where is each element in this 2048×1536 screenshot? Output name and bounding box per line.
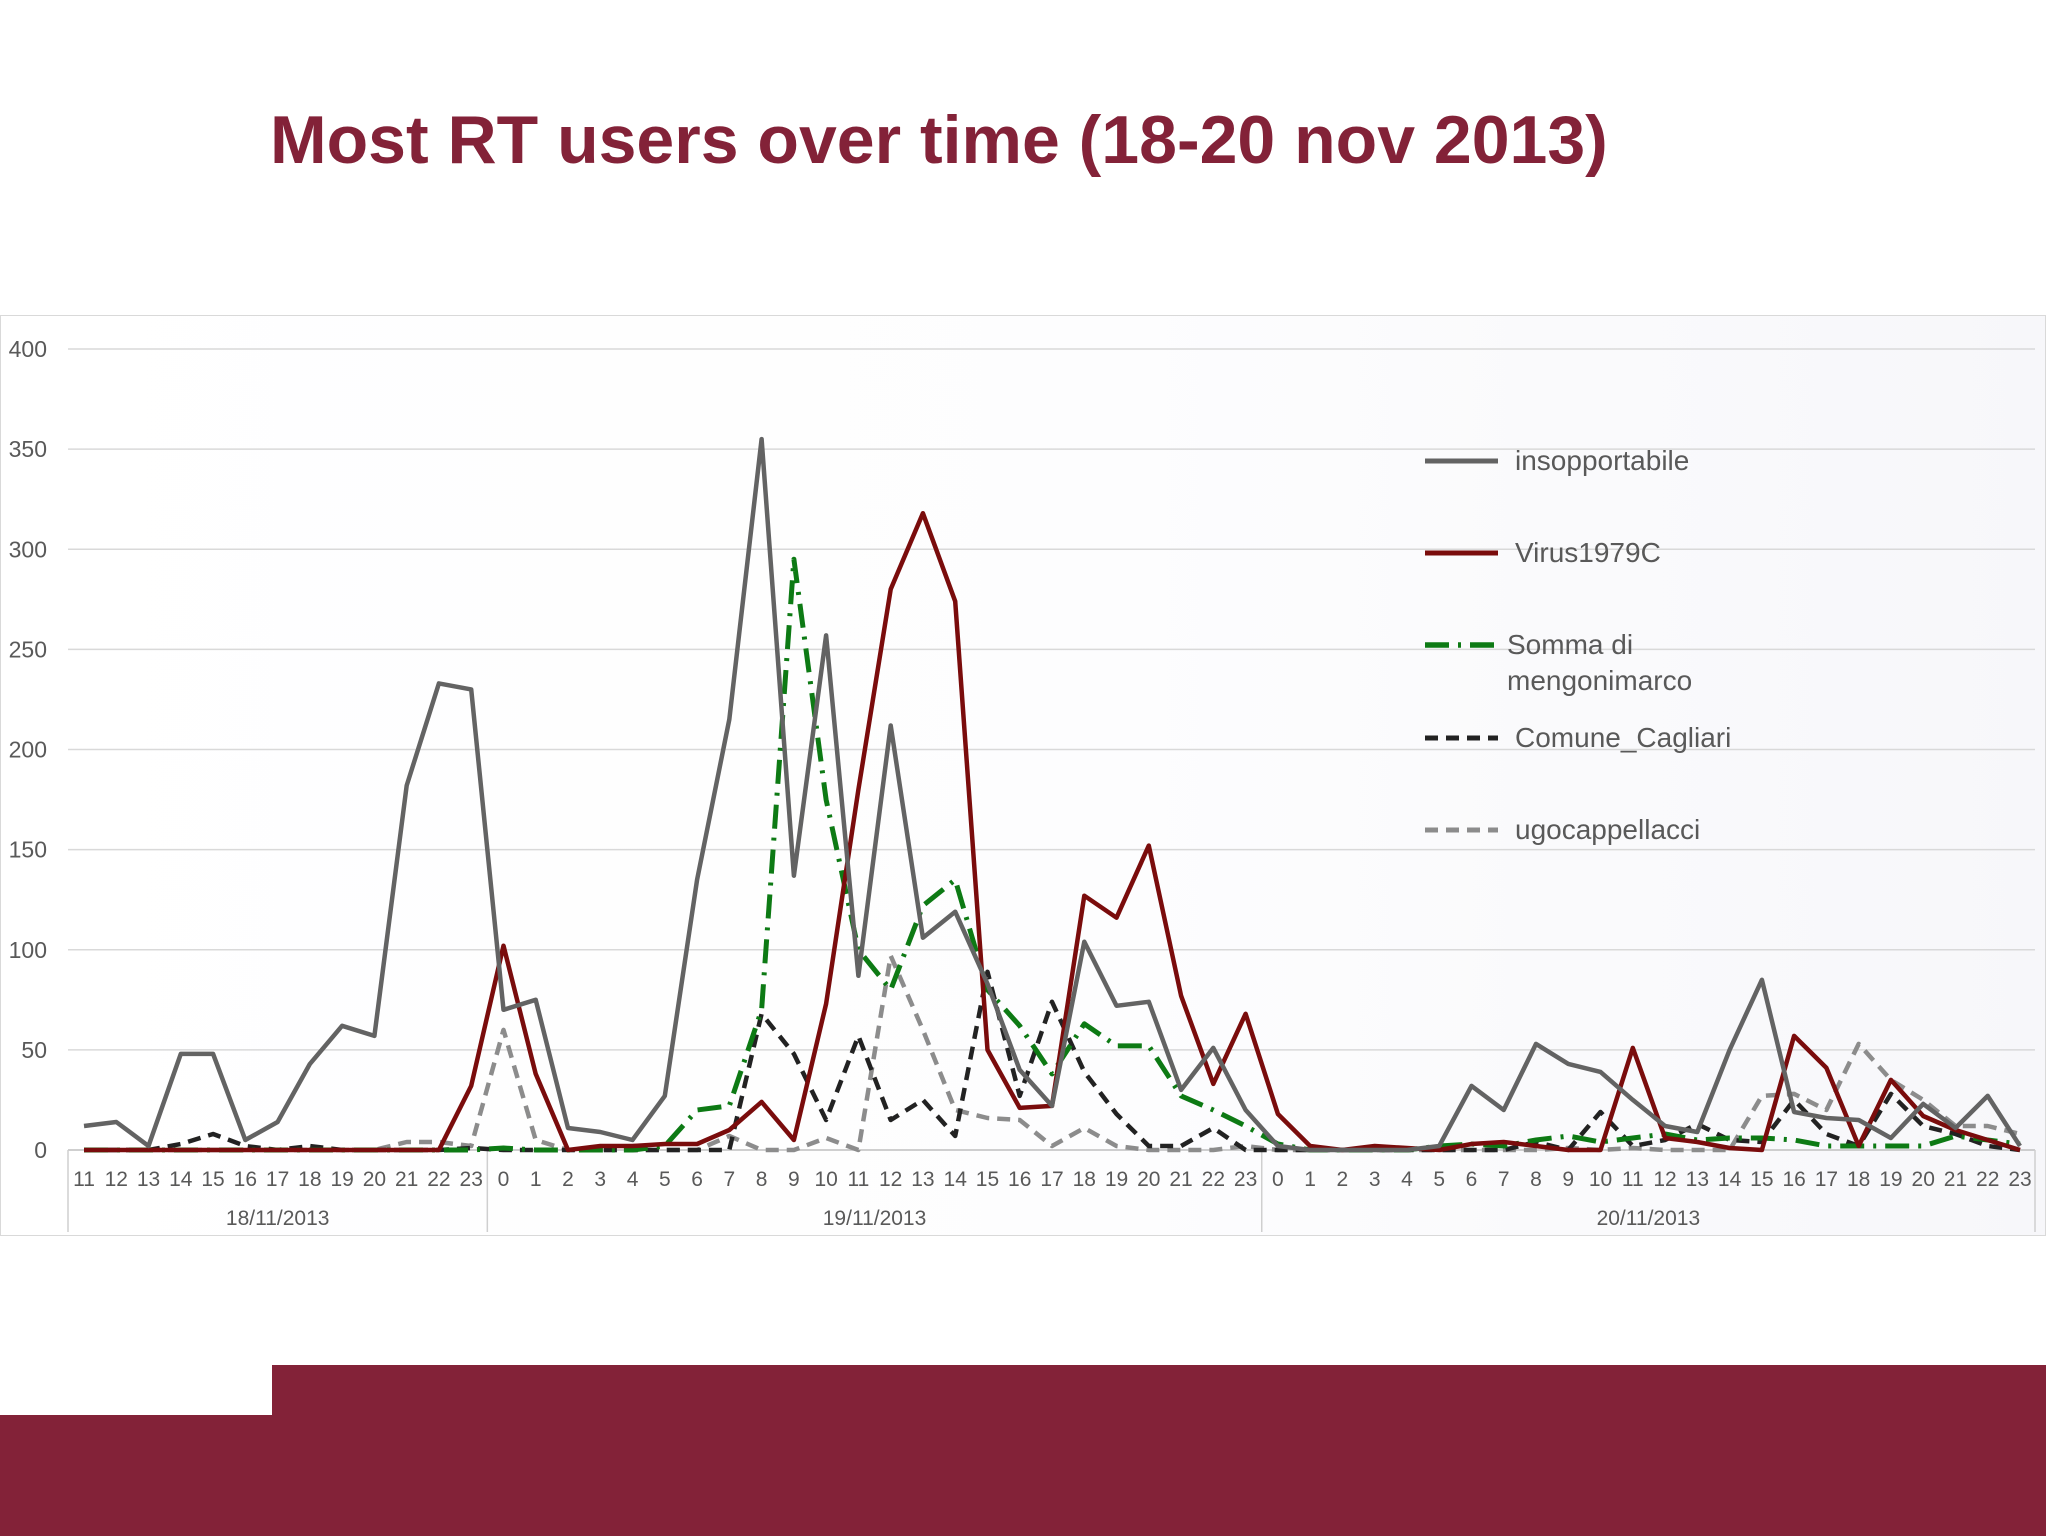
x-tick-label: 16 — [1008, 1168, 1031, 1191]
y-tick-label: 150 — [9, 837, 47, 863]
x-tick-label: 19 — [330, 1168, 353, 1191]
x-tick-label: 12 — [105, 1168, 128, 1191]
x-tick-label: 21 — [1944, 1168, 1967, 1191]
x-tick-label: 9 — [788, 1168, 800, 1191]
x-tick-label: 7 — [1498, 1168, 1510, 1191]
series-line-insopportabile — [83, 436, 2022, 1153]
legend-label: ugocappellacci — [1515, 814, 1700, 845]
x-tick-label: 1 — [530, 1168, 542, 1191]
x-axis: 11 12 13 14 15 16 17 18 19 20 21 22 23 0 1 2 3 4 5 6 7 8 9 10 11… — [67, 1150, 2036, 1232]
x-tick-label: 11 — [847, 1168, 869, 1191]
x-tick-label: 20 — [363, 1168, 386, 1191]
x-tick-label: 22 — [1976, 1168, 1999, 1191]
x-tick-label: 5 — [1433, 1168, 1445, 1191]
x-tick-label: 8 — [1530, 1168, 1542, 1191]
x-tick-label: 6 — [1466, 1168, 1478, 1191]
x-tick-label: 17 — [266, 1168, 289, 1191]
x-tick-label: 9 — [1562, 1168, 1574, 1191]
x-tick-label: 23 — [460, 1168, 483, 1191]
legend-label: Somma di mengonimarco — [1507, 629, 1692, 696]
y-tick-label: 300 — [9, 536, 47, 562]
x-tick-label: 15 — [976, 1168, 999, 1191]
x-tick-label: 11 — [73, 1168, 95, 1191]
x-tick-label: 19 — [1105, 1168, 1128, 1191]
x-tick-label: 13 — [911, 1168, 934, 1191]
x-tick-label: 14 — [944, 1168, 968, 1191]
x-tick-label: 22 — [427, 1168, 450, 1191]
x-tick-label: 8 — [756, 1168, 768, 1191]
series-line-somma-di-mengonimarco — [84, 556, 2021, 1153]
y-tick-label: 0 — [34, 1137, 47, 1163]
x-tick-label: 18 — [298, 1168, 321, 1191]
x-tick-label: 21 — [395, 1168, 418, 1191]
x-tick-label: 4 — [1401, 1168, 1413, 1191]
x-tick-label: 18 — [1073, 1168, 1096, 1191]
series-line-comune-cagliari — [84, 969, 2021, 1153]
y-tick-label: 100 — [9, 937, 47, 963]
x-tick-label: 11 — [1622, 1168, 1644, 1191]
x-tick-label: 1 — [1304, 1168, 1316, 1191]
x-tick-label: 5 — [659, 1168, 671, 1191]
x-tick-label: 10 — [1589, 1168, 1612, 1191]
x-tick-label: 13 — [1686, 1168, 1709, 1191]
legend: insopportabile Virus1979C Somma di mengonim… — [1425, 445, 1731, 845]
x-tick-label: 20 — [1137, 1168, 1160, 1191]
x-tick-label: 14 — [169, 1168, 193, 1191]
y-tick-label: 350 — [9, 436, 47, 462]
x-tick-label: 4 — [627, 1168, 639, 1191]
x-tick-label: 15 — [201, 1168, 224, 1191]
legend-label: Virus1979C — [1515, 537, 1661, 568]
x-tick-label: 23 — [1234, 1168, 1257, 1191]
series-lines — [83, 436, 2022, 1153]
x-tick-label: 19 — [1879, 1168, 1902, 1191]
x-tick-label: 10 — [814, 1168, 837, 1191]
y-tick-label: 400 — [9, 336, 47, 362]
x-tick-label: 15 — [1750, 1168, 1773, 1191]
x-tick-label: 3 — [1369, 1168, 1381, 1191]
x-tick-label: 16 — [1782, 1168, 1805, 1191]
footer-band — [0, 1365, 2046, 1536]
x-tick-label: 16 — [234, 1168, 257, 1191]
x-group-label: 18/11/2013 — [226, 1207, 330, 1230]
series-line-ugocappellacci — [84, 953, 2021, 1153]
x-tick-label: 0 — [1272, 1168, 1284, 1191]
y-axis-ticks: 0 50 100 150 200 250 300 350 400 — [9, 336, 47, 1163]
y-tick-label: 50 — [21, 1037, 47, 1063]
x-tick-label: 17 — [1040, 1168, 1063, 1191]
slide-title: Most RT users over time (18-20 nov 2013) — [270, 102, 1608, 178]
x-group-label: 20/11/2013 — [1597, 1207, 1701, 1230]
x-tick-label: 21 — [1169, 1168, 1192, 1191]
x-tick-label: 3 — [594, 1168, 606, 1191]
legend-label: insopportabile — [1515, 445, 1689, 476]
x-tick-label: 22 — [1202, 1168, 1225, 1191]
y-tick-label: 250 — [9, 636, 47, 662]
x-tick-label: 12 — [879, 1168, 902, 1191]
x-tick-label: 17 — [1815, 1168, 1838, 1191]
legend-label: Comune_Cagliari — [1515, 722, 1731, 753]
x-tick-label: 6 — [691, 1168, 703, 1191]
x-tick-label: 0 — [498, 1168, 510, 1191]
x-tick-label: 18 — [1847, 1168, 1870, 1191]
x-tick-label: 2 — [562, 1168, 574, 1191]
x-tick-label: 7 — [723, 1168, 735, 1191]
x-tick-label: 20 — [1912, 1168, 1935, 1191]
x-group-label: 19/11/2013 — [823, 1207, 927, 1230]
x-tick-label: 13 — [137, 1168, 160, 1191]
x-tick-label: 12 — [1653, 1168, 1676, 1191]
x-tick-label: 2 — [1337, 1168, 1349, 1191]
x-tick-label: 23 — [2008, 1168, 2031, 1191]
y-tick-label: 200 — [9, 737, 47, 763]
x-tick-label: 14 — [1718, 1168, 1742, 1191]
footer-notch — [0, 1365, 272, 1415]
